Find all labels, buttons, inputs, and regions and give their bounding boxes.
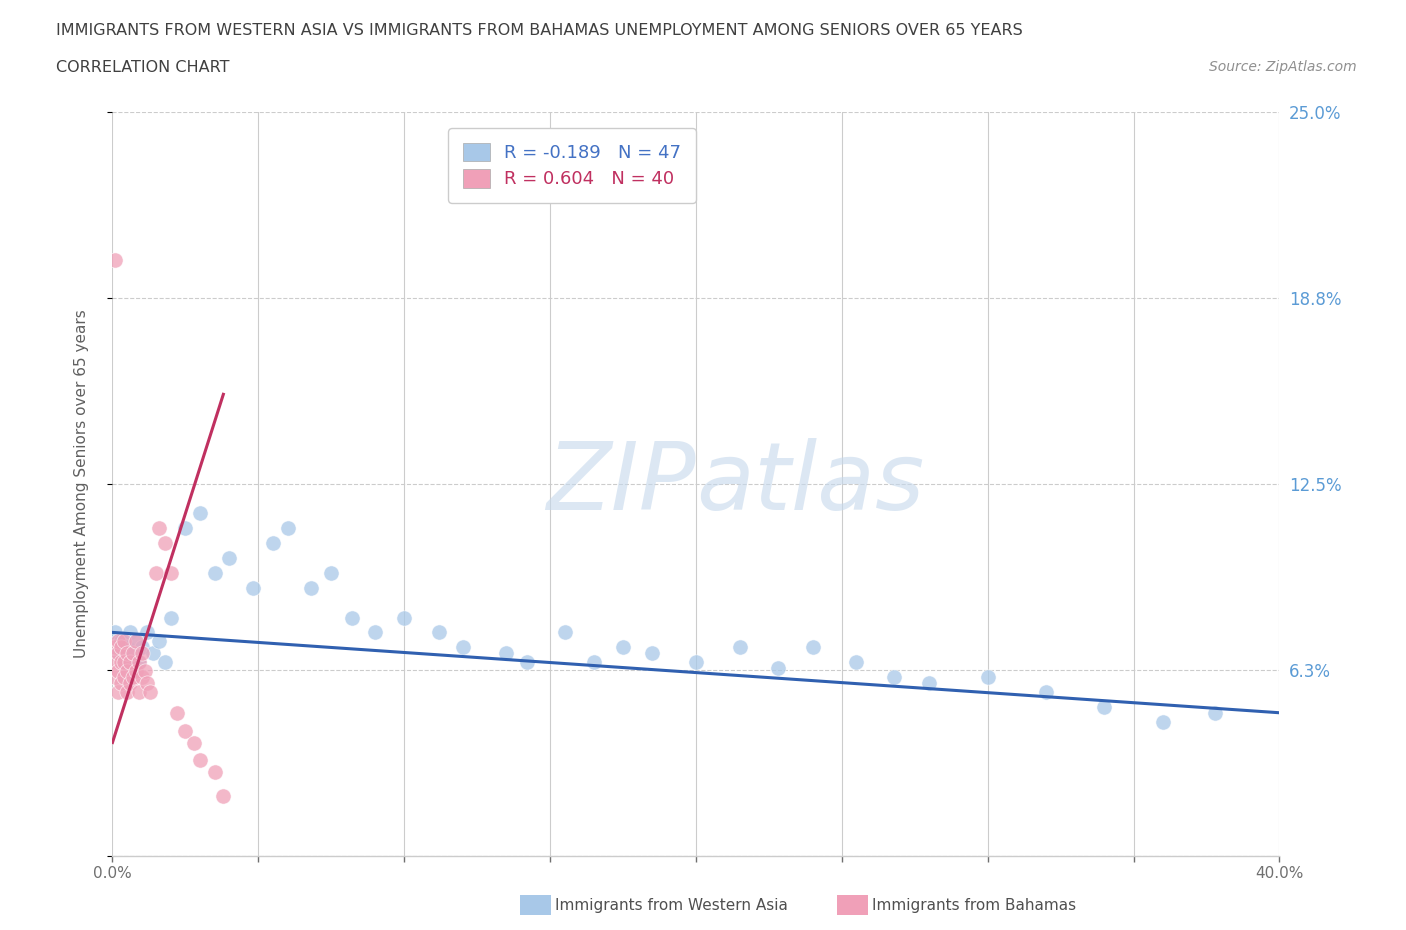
Text: Immigrants from Western Asia: Immigrants from Western Asia: [555, 898, 789, 913]
Point: [883, 670, 905, 684]
Point: [262, 536, 284, 551]
Text: Source: ZipAtlas.com: Source: ZipAtlas.com: [1209, 60, 1357, 74]
Point: [160, 610, 183, 625]
Point: [204, 565, 226, 580]
Point: [1152, 714, 1174, 729]
Point: [495, 645, 517, 660]
Point: [276, 521, 298, 536]
Point: [1035, 684, 1057, 699]
Point: [128, 655, 150, 670]
Point: [139, 684, 162, 699]
Point: [766, 660, 789, 675]
Point: [112, 655, 135, 670]
Text: IMMIGRANTS FROM WESTERN ASIA VS IMMIGRANTS FROM BAHAMAS UNEMPLOYMENT AMONG SENIO: IMMIGRANTS FROM WESTERN ASIA VS IMMIGRAN…: [56, 23, 1024, 38]
Point: [218, 551, 240, 565]
Point: [122, 645, 145, 660]
Point: [136, 625, 159, 640]
Y-axis label: Unemployment Among Seniors over 65 years: Unemployment Among Seniors over 65 years: [75, 309, 89, 658]
Point: [104, 655, 127, 670]
Point: [612, 640, 634, 655]
Point: [1094, 699, 1116, 714]
Point: [153, 536, 176, 551]
Point: [131, 670, 153, 684]
Point: [174, 724, 197, 738]
Text: CORRELATION CHART: CORRELATION CHART: [56, 60, 229, 75]
Point: [183, 735, 205, 750]
Point: [131, 640, 153, 655]
Point: [104, 670, 127, 684]
Point: [204, 764, 226, 779]
Point: [115, 640, 138, 655]
Point: [145, 565, 167, 580]
Point: [148, 634, 170, 649]
Point: [104, 625, 127, 640]
Point: [166, 705, 188, 720]
Point: [134, 664, 156, 679]
Point: [153, 655, 176, 670]
Point: [118, 675, 141, 690]
Point: [364, 625, 387, 640]
Point: [104, 253, 127, 268]
Point: [122, 670, 145, 684]
Point: [107, 634, 129, 649]
Point: [160, 565, 183, 580]
Point: [110, 655, 132, 670]
Point: [299, 580, 322, 595]
Point: [685, 655, 707, 670]
Point: [554, 625, 576, 640]
Point: [107, 664, 129, 679]
Point: [110, 640, 132, 655]
Point: [427, 625, 450, 640]
Point: [128, 684, 150, 699]
Point: [115, 684, 138, 699]
Point: [845, 655, 868, 670]
Text: atlas: atlas: [696, 438, 924, 529]
Point: [394, 610, 416, 625]
Point: [136, 675, 159, 690]
Point: [801, 640, 824, 655]
Point: [641, 645, 664, 660]
Point: [242, 580, 264, 595]
Point: [107, 645, 129, 660]
Point: [321, 565, 343, 580]
Point: [131, 645, 153, 660]
Point: [125, 634, 148, 649]
Point: [340, 610, 363, 625]
Point: [118, 655, 141, 670]
Point: [125, 634, 148, 649]
Point: [188, 753, 211, 768]
Point: [128, 655, 150, 670]
Point: [918, 675, 941, 690]
Legend: R = -0.189   N = 47, R = 0.604   N = 40: R = -0.189 N = 47, R = 0.604 N = 40: [449, 128, 696, 203]
Point: [212, 789, 235, 804]
Point: [112, 670, 135, 684]
Point: [115, 664, 138, 679]
Point: [107, 645, 129, 660]
Point: [1204, 705, 1226, 720]
Point: [112, 634, 135, 649]
Point: [728, 640, 751, 655]
Point: [112, 655, 135, 670]
Point: [142, 645, 165, 660]
Point: [115, 645, 138, 660]
Point: [976, 670, 998, 684]
Point: [122, 645, 145, 660]
Text: ZIP: ZIP: [547, 438, 696, 529]
Point: [107, 684, 129, 699]
Point: [110, 675, 132, 690]
Point: [582, 655, 605, 670]
Point: [110, 634, 132, 649]
Text: Immigrants from Bahamas: Immigrants from Bahamas: [872, 898, 1076, 913]
Point: [188, 506, 211, 521]
Point: [118, 625, 141, 640]
Point: [451, 640, 474, 655]
Point: [104, 640, 127, 655]
Point: [174, 521, 197, 536]
Point: [516, 655, 538, 670]
Point: [125, 664, 148, 679]
Point: [148, 521, 170, 536]
